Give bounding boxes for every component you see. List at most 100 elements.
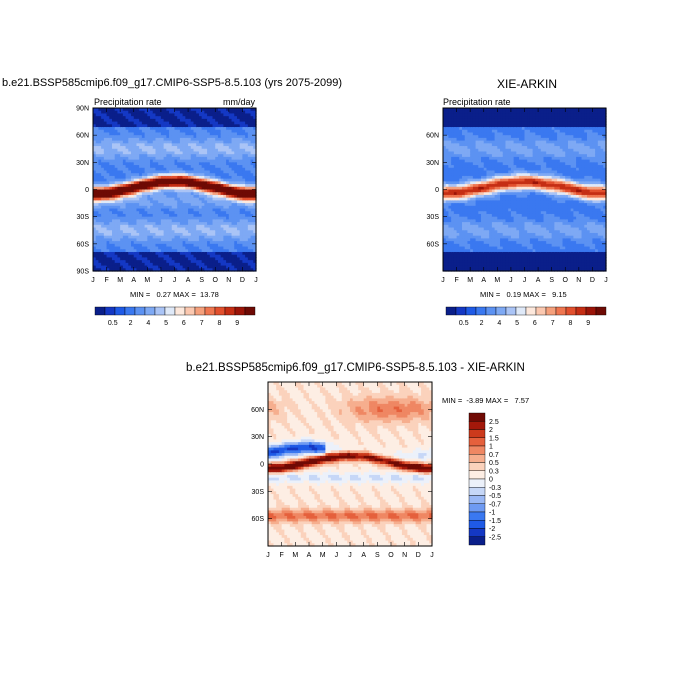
heatmap-cell xyxy=(188,167,192,172)
heatmap-cell xyxy=(443,232,447,237)
heatmap-cell xyxy=(182,113,186,117)
heatmap-cell xyxy=(171,205,176,210)
heatmap-cell xyxy=(122,224,127,229)
heatmap-cell xyxy=(93,148,97,153)
heatmap-cell xyxy=(236,208,241,212)
heatmap-cell xyxy=(133,251,138,256)
heatmap-cell xyxy=(242,154,246,158)
heatmap-cell xyxy=(217,143,222,147)
heatmap-cell xyxy=(201,154,205,158)
heatmap-cell xyxy=(98,127,102,131)
heatmap-cell xyxy=(245,108,249,112)
heatmap-cell xyxy=(204,211,208,215)
heatmap-cell xyxy=(101,227,105,231)
heatmap-cell xyxy=(144,216,148,220)
heatmap-cell xyxy=(114,146,119,150)
heatmap-cell xyxy=(128,143,132,147)
heatmap-cell xyxy=(179,156,184,161)
heatmap-cell xyxy=(247,241,252,245)
heatmap-cell xyxy=(152,232,157,237)
heatmap-cell xyxy=(201,118,205,123)
heatmap-cell xyxy=(242,197,246,201)
heatmap-cell xyxy=(109,211,113,215)
heatmap-cell xyxy=(158,254,162,259)
heatmap-cell xyxy=(171,170,176,174)
heatmap-cell xyxy=(152,159,157,163)
heatmap-cell xyxy=(95,235,100,239)
heatmap-cell xyxy=(220,262,224,267)
heatmap-cell xyxy=(112,146,116,150)
heatmap-cell xyxy=(101,143,105,147)
heatmap-cell xyxy=(166,224,170,229)
heatmap-cell xyxy=(201,162,205,166)
heatmap-cell xyxy=(220,192,224,196)
heatmap-cell xyxy=(231,184,235,188)
heatmap-cell xyxy=(445,148,450,153)
heatmap-cell xyxy=(163,222,167,226)
heatmap-cell xyxy=(188,243,192,248)
heatmap-cell xyxy=(190,175,195,180)
heatmap-cell xyxy=(220,173,224,177)
heatmap-cell xyxy=(122,132,127,136)
heatmap-cell xyxy=(193,108,197,112)
heatmap-cell xyxy=(147,232,151,237)
heatmap-cell xyxy=(136,194,140,199)
heatmap-cell xyxy=(193,249,197,253)
heatmap-cell xyxy=(177,129,181,134)
heatmap-cell xyxy=(169,194,173,199)
heatmap-cell xyxy=(101,121,105,125)
heatmap-cell xyxy=(177,219,181,223)
heatmap-cell xyxy=(95,113,100,117)
heatmap-cell xyxy=(239,181,244,185)
heatmap-cell xyxy=(443,113,447,117)
heatmap-cell xyxy=(133,260,138,264)
heatmap-cell xyxy=(217,127,222,131)
heatmap-cell xyxy=(443,262,447,267)
heatmap-cell xyxy=(144,224,148,229)
heatmap-cell xyxy=(117,116,121,120)
heatmap-cell xyxy=(250,178,254,182)
heatmap-cell xyxy=(217,156,222,161)
heatmap-cell xyxy=(226,257,230,261)
heatmap-cell xyxy=(250,110,254,115)
heatmap-cell xyxy=(109,243,113,248)
heatmap-cell xyxy=(193,113,197,117)
heatmap-cell xyxy=(122,186,127,191)
heatmap-cell xyxy=(217,132,222,136)
heatmap-cell xyxy=(101,118,105,123)
heatmap-cell xyxy=(185,257,189,261)
heatmap-cell xyxy=(98,257,102,261)
heatmap-cell xyxy=(217,186,222,191)
heatmap-cell xyxy=(166,167,170,172)
heatmap-cell xyxy=(247,165,252,169)
heatmap-cell xyxy=(95,154,100,158)
heatmap-cell xyxy=(141,118,146,123)
heatmap-cell xyxy=(239,184,244,188)
heatmap-cell xyxy=(217,224,222,229)
heatmap-cell xyxy=(228,132,233,136)
heatmap-cell xyxy=(147,108,151,112)
heatmap-cell xyxy=(144,124,148,128)
heatmap-cell xyxy=(220,257,224,261)
heatmap-cell xyxy=(239,216,244,220)
heatmap-cell xyxy=(117,192,121,196)
heatmap-cell xyxy=(128,148,132,153)
heatmap-cell xyxy=(247,159,252,163)
heatmap-cell xyxy=(117,205,121,210)
heatmap-cell xyxy=(147,127,151,131)
heatmap-cell xyxy=(128,232,132,237)
heatmap-cell xyxy=(242,170,246,174)
heatmap-cell xyxy=(212,165,216,169)
panel2-title: XIE-ARKIN xyxy=(497,77,558,91)
heatmap-cell xyxy=(101,175,105,180)
heatmap-cell xyxy=(223,189,227,193)
heatmap-cell xyxy=(171,178,176,182)
heatmap-cell xyxy=(128,167,132,172)
heatmap-cell xyxy=(95,151,100,155)
heatmap-cell xyxy=(190,181,195,185)
heatmap-cell xyxy=(215,113,219,117)
heatmap-cell xyxy=(171,235,176,239)
heatmap-cell xyxy=(445,189,450,193)
heatmap-cell xyxy=(133,192,138,196)
heatmap-cell xyxy=(182,129,186,134)
